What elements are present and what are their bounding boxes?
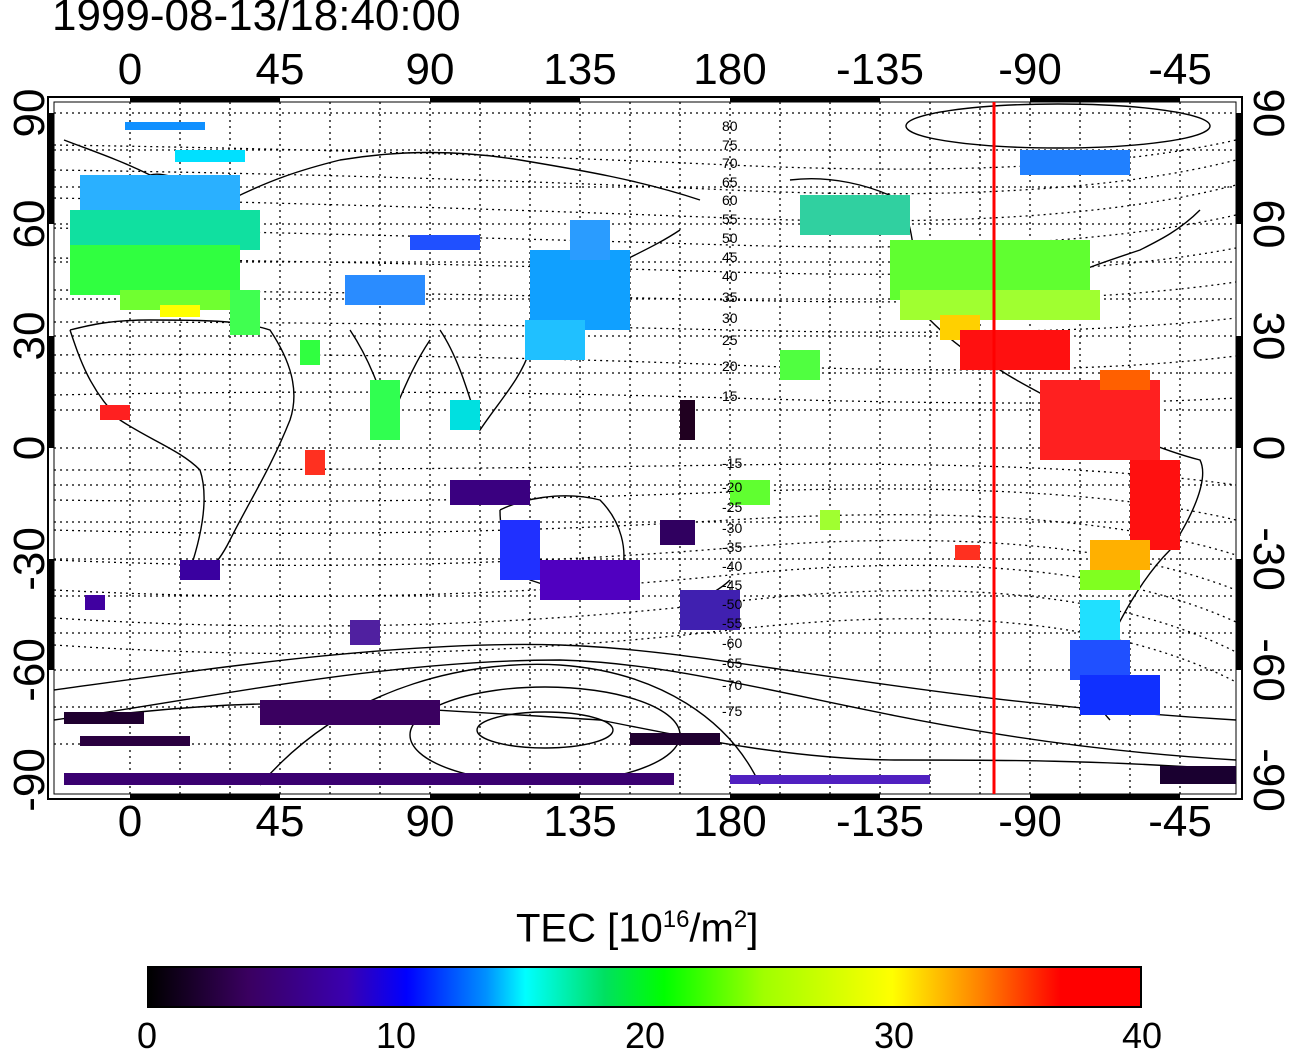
bottom-lon-tick: 180 [693,797,767,846]
bottom-lon-tick: -90 [998,797,1062,846]
contour-label: 30 [722,310,738,326]
contour-label: 60 [722,192,738,208]
bottom-lon-tick: 45 [255,797,305,846]
tec-data [64,122,1236,785]
bottom-lon-tick: -135 [835,797,925,846]
contour-label: 45 [722,249,738,265]
contour-label: 65 [722,174,738,190]
colorbar-tick: 0 [136,1015,158,1056]
colorbar-title-exponent: 16 [662,906,690,933]
contours [53,103,1237,786]
contour-label: 35 [722,289,738,305]
contour-label: -25 [722,499,742,515]
east-asia-cells [345,220,630,360]
frame-segments [48,97,1242,799]
contour-label: 75 [722,137,738,153]
colorbar-title-text: TEC [10 [516,906,663,951]
colorbar-title-unit: /m [689,906,734,951]
contour-label: -50 [722,596,742,612]
top-lon-tick: -135 [835,45,925,94]
top-lon-tick: 45 [255,45,305,94]
contour-label-group: 80 75 70 65 60 55 50 45 40 35 30 25 20 1… [722,118,742,719]
scattered-cells [85,340,840,645]
australia-cells [500,520,740,630]
colorbar [147,966,1142,1008]
colorbar-tick: 20 [624,1015,666,1056]
colorbar-title-end: ] [747,906,759,951]
contour-label: -60 [722,635,742,651]
colorbar-title: TEC [1016/m2] [516,906,759,951]
top-lon-tick: 0 [117,45,143,94]
contour-label: 55 [722,211,738,227]
contour-label: -20 [722,479,742,495]
colorbar-tick: 10 [375,1015,417,1056]
colorbar-tick: 40 [1121,1015,1163,1056]
contour-label: -70 [722,677,742,693]
south-america-cells [955,370,1180,715]
north-america-cells [780,150,1130,380]
bottom-lon-tick: 90 [405,797,455,846]
contour-label: 15 [722,388,738,404]
bottom-lon-tick: 135 [543,797,617,846]
contour-label: 20 [722,358,738,374]
contour-label: -45 [722,577,742,593]
contour-label: -40 [722,558,742,574]
contour-label: -75 [722,703,742,719]
colorbar-title-exponent-2: 2 [733,906,748,933]
bottom-lon-tick: -45 [1148,797,1212,846]
contour-label: 40 [722,268,738,284]
top-lon-tick: 90 [405,45,455,94]
contour-label: 70 [722,155,738,171]
contour-label: -55 [722,615,742,631]
colorbar-tick: 30 [873,1015,915,1056]
contour-label: 80 [722,118,738,134]
contour-label: -35 [722,539,742,555]
top-lon-tick: 135 [543,45,617,94]
top-lon-tick: 180 [693,45,767,94]
map-title: 1999-08-13/18:40:00 [52,0,461,40]
contour-label: 25 [722,332,738,348]
contour-label: -15 [722,455,742,471]
contour-label: -30 [722,520,742,536]
contour-label: 50 [722,230,738,246]
top-lon-tick: -90 [998,45,1062,94]
bottom-lon-tick: 0 [117,797,143,846]
top-lon-tick: -45 [1148,45,1212,94]
antarctica-cells [64,700,1236,785]
europe-cells [70,122,260,335]
contour-label: -65 [722,655,742,671]
